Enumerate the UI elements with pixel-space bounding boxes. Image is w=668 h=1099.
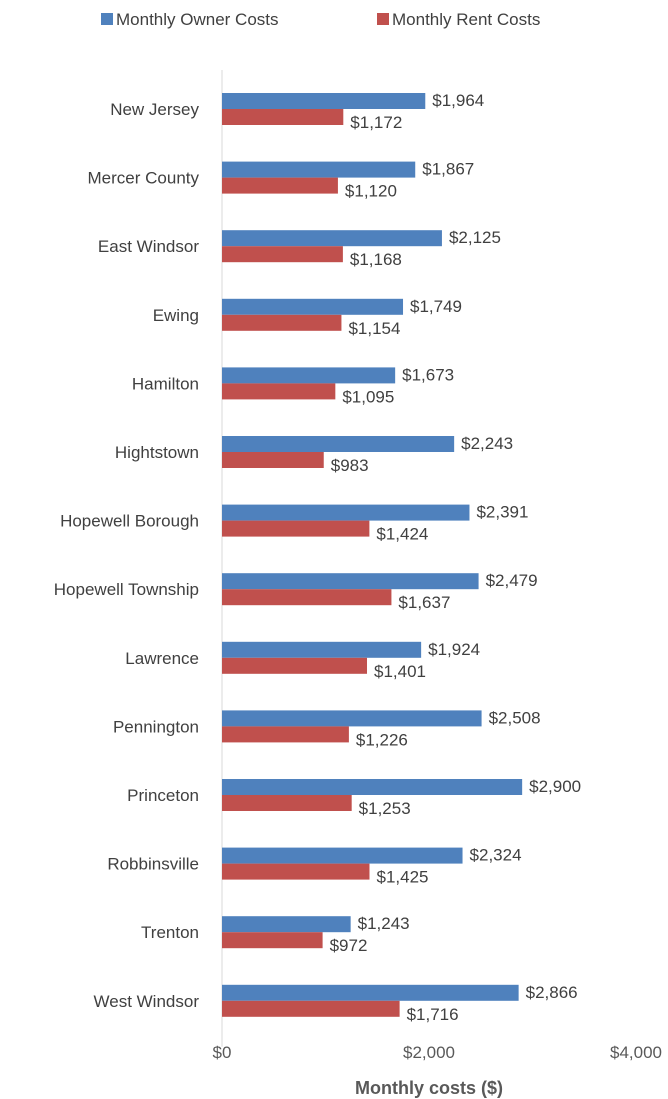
bar-owner [222,710,482,727]
bar-rent [222,657,368,674]
data-label-owner: $2,243 [461,434,513,453]
bar-rent [222,726,349,743]
category-label: Robbinsville [107,855,199,874]
data-label-owner: $1,867 [422,160,474,179]
category-label: Ewing [153,306,199,325]
category-label: New Jersey [110,100,199,119]
category-label: Hopewell Borough [60,512,199,531]
data-label-rent: $972 [330,936,368,955]
bar-rent [222,589,392,606]
bar-owner [222,298,404,315]
data-label-owner: $2,900 [529,777,581,796]
data-label-rent: $1,120 [345,182,397,201]
bar-owner [222,779,523,795]
data-label-owner: $1,673 [402,365,454,384]
data-label-owner: $2,125 [449,228,501,247]
data-label-rent: $983 [331,456,369,475]
legend: Monthly Owner Costs Monthly Rent Costs [101,10,540,29]
category-label: Trenton [141,923,199,942]
data-label-owner: $1,243 [358,914,410,933]
bar-rent [222,932,323,949]
legend-label-0: Monthly Owner Costs [116,10,279,29]
bar-owner [222,573,479,590]
category-label: Princeton [127,786,199,805]
data-label-rent: $1,637 [398,593,450,612]
data-label-rent: $1,172 [350,113,402,132]
bar-rent [222,1000,400,1017]
data-label-rent: $1,154 [348,319,400,338]
data-label-rent: $1,716 [407,1005,459,1024]
legend-swatch-1 [377,13,389,25]
bar-owner [222,93,426,109]
data-label-rent: $1,226 [356,730,408,749]
x-tick-label: $0 [213,1043,232,1062]
x-tick-label: $2,000 [403,1043,455,1062]
bar-rent [222,520,370,537]
data-label-owner: $1,964 [432,91,484,110]
data-label-rent: $1,253 [359,799,411,818]
category-label: East Windsor [98,237,199,256]
category-label: Hightstown [115,443,199,462]
bar-owner [222,367,396,384]
data-label-owner: $2,324 [470,846,522,865]
bar-owner [222,436,455,452]
data-label-rent: $1,424 [376,525,428,544]
bar-owner [222,916,351,933]
legend-swatch-0 [101,13,113,25]
data-label-owner: $2,866 [526,983,578,1002]
bar-rent [222,383,336,400]
bar-owner [222,847,463,864]
bar-owner [222,504,470,521]
data-label-owner: $2,479 [486,571,538,590]
bar-owner [222,641,422,658]
bar-rent [222,863,370,880]
category-label: Lawrence [125,649,199,668]
x-axis-title: Monthly costs ($) [355,1078,503,1098]
bar-rent [222,795,352,811]
bar-owner [222,230,442,247]
data-label-rent: $1,425 [376,868,428,887]
data-label-owner: $1,924 [428,640,480,659]
data-label-owner: $2,391 [476,503,528,522]
data-label-rent: $1,095 [342,387,394,406]
bar-rent [222,314,342,331]
data-label-rent: $1,401 [374,662,426,681]
bar-rent [222,177,338,194]
category-label: West Windsor [94,992,200,1011]
data-label-rent: $1,168 [350,250,402,269]
bar-rent [222,246,343,263]
bar-owner [222,984,519,1001]
data-label-owner: $2,508 [489,708,541,727]
category-label: Hopewell Township [54,580,199,599]
data-label-owner: $1,749 [410,297,462,316]
x-tick-label: $4,000 [610,1043,662,1062]
bar-rent [222,109,344,125]
legend-label-1: Monthly Rent Costs [392,10,540,29]
category-label: Pennington [113,717,199,736]
category-label: Hamilton [132,374,199,393]
bar-owner [222,161,416,178]
category-label: Mercer County [88,169,200,188]
bar-rent [222,452,324,468]
